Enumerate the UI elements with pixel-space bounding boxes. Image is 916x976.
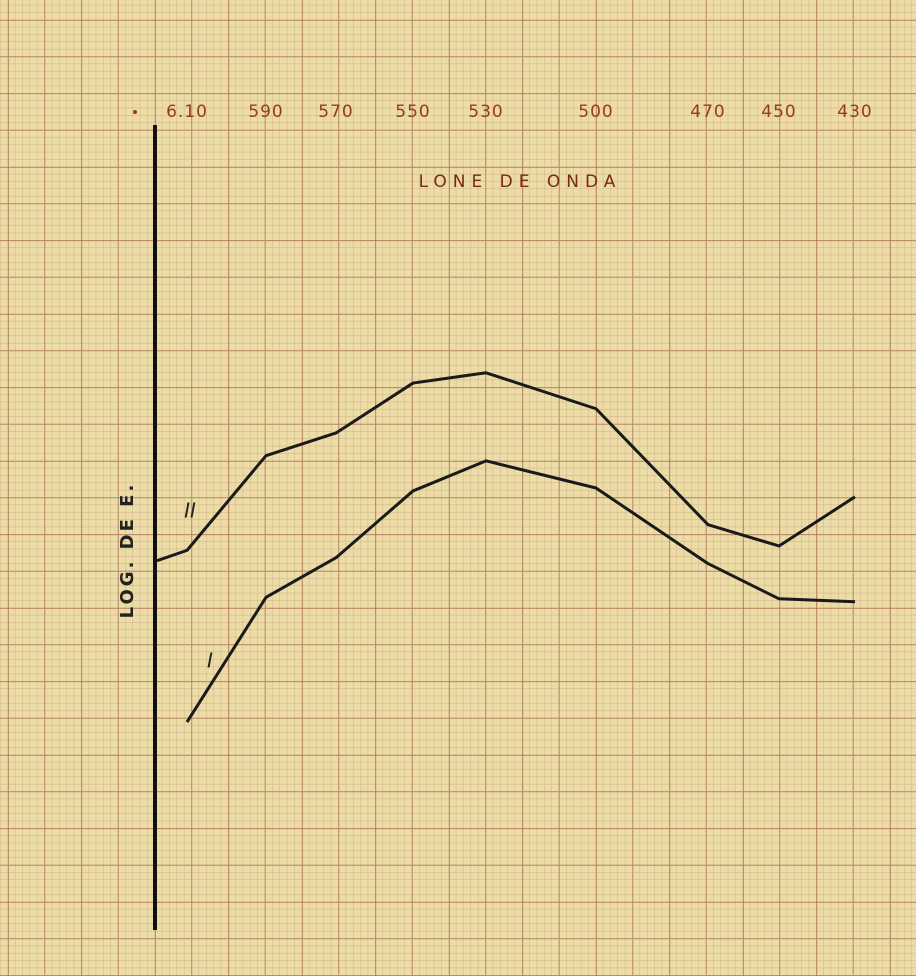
curve-label: II	[184, 499, 196, 523]
x-tick-label: 470	[690, 102, 725, 122]
x-tick-label: 570	[318, 102, 353, 122]
x-tick-label: 500	[578, 102, 613, 122]
page: {"chart_data": {"type": "line", "title":…	[0, 0, 916, 976]
x-tick-label: 530	[468, 102, 503, 122]
y-axis-label: LOG. DE E.	[117, 482, 138, 619]
chart: LONE DE ONDA LOG. DE E. 6.10 590 570 550 530…	[0, 0, 916, 976]
dot	[133, 110, 137, 114]
curve-label: I	[207, 649, 213, 673]
x-tick-label: 450	[761, 102, 796, 122]
x-tick-label: 550	[395, 102, 430, 122]
x-tick-label: 6.10	[166, 102, 208, 122]
x-tick-label: 590	[248, 102, 283, 122]
chart-title: LONE DE ONDA	[419, 172, 622, 192]
x-tick-label: 430	[837, 102, 872, 122]
